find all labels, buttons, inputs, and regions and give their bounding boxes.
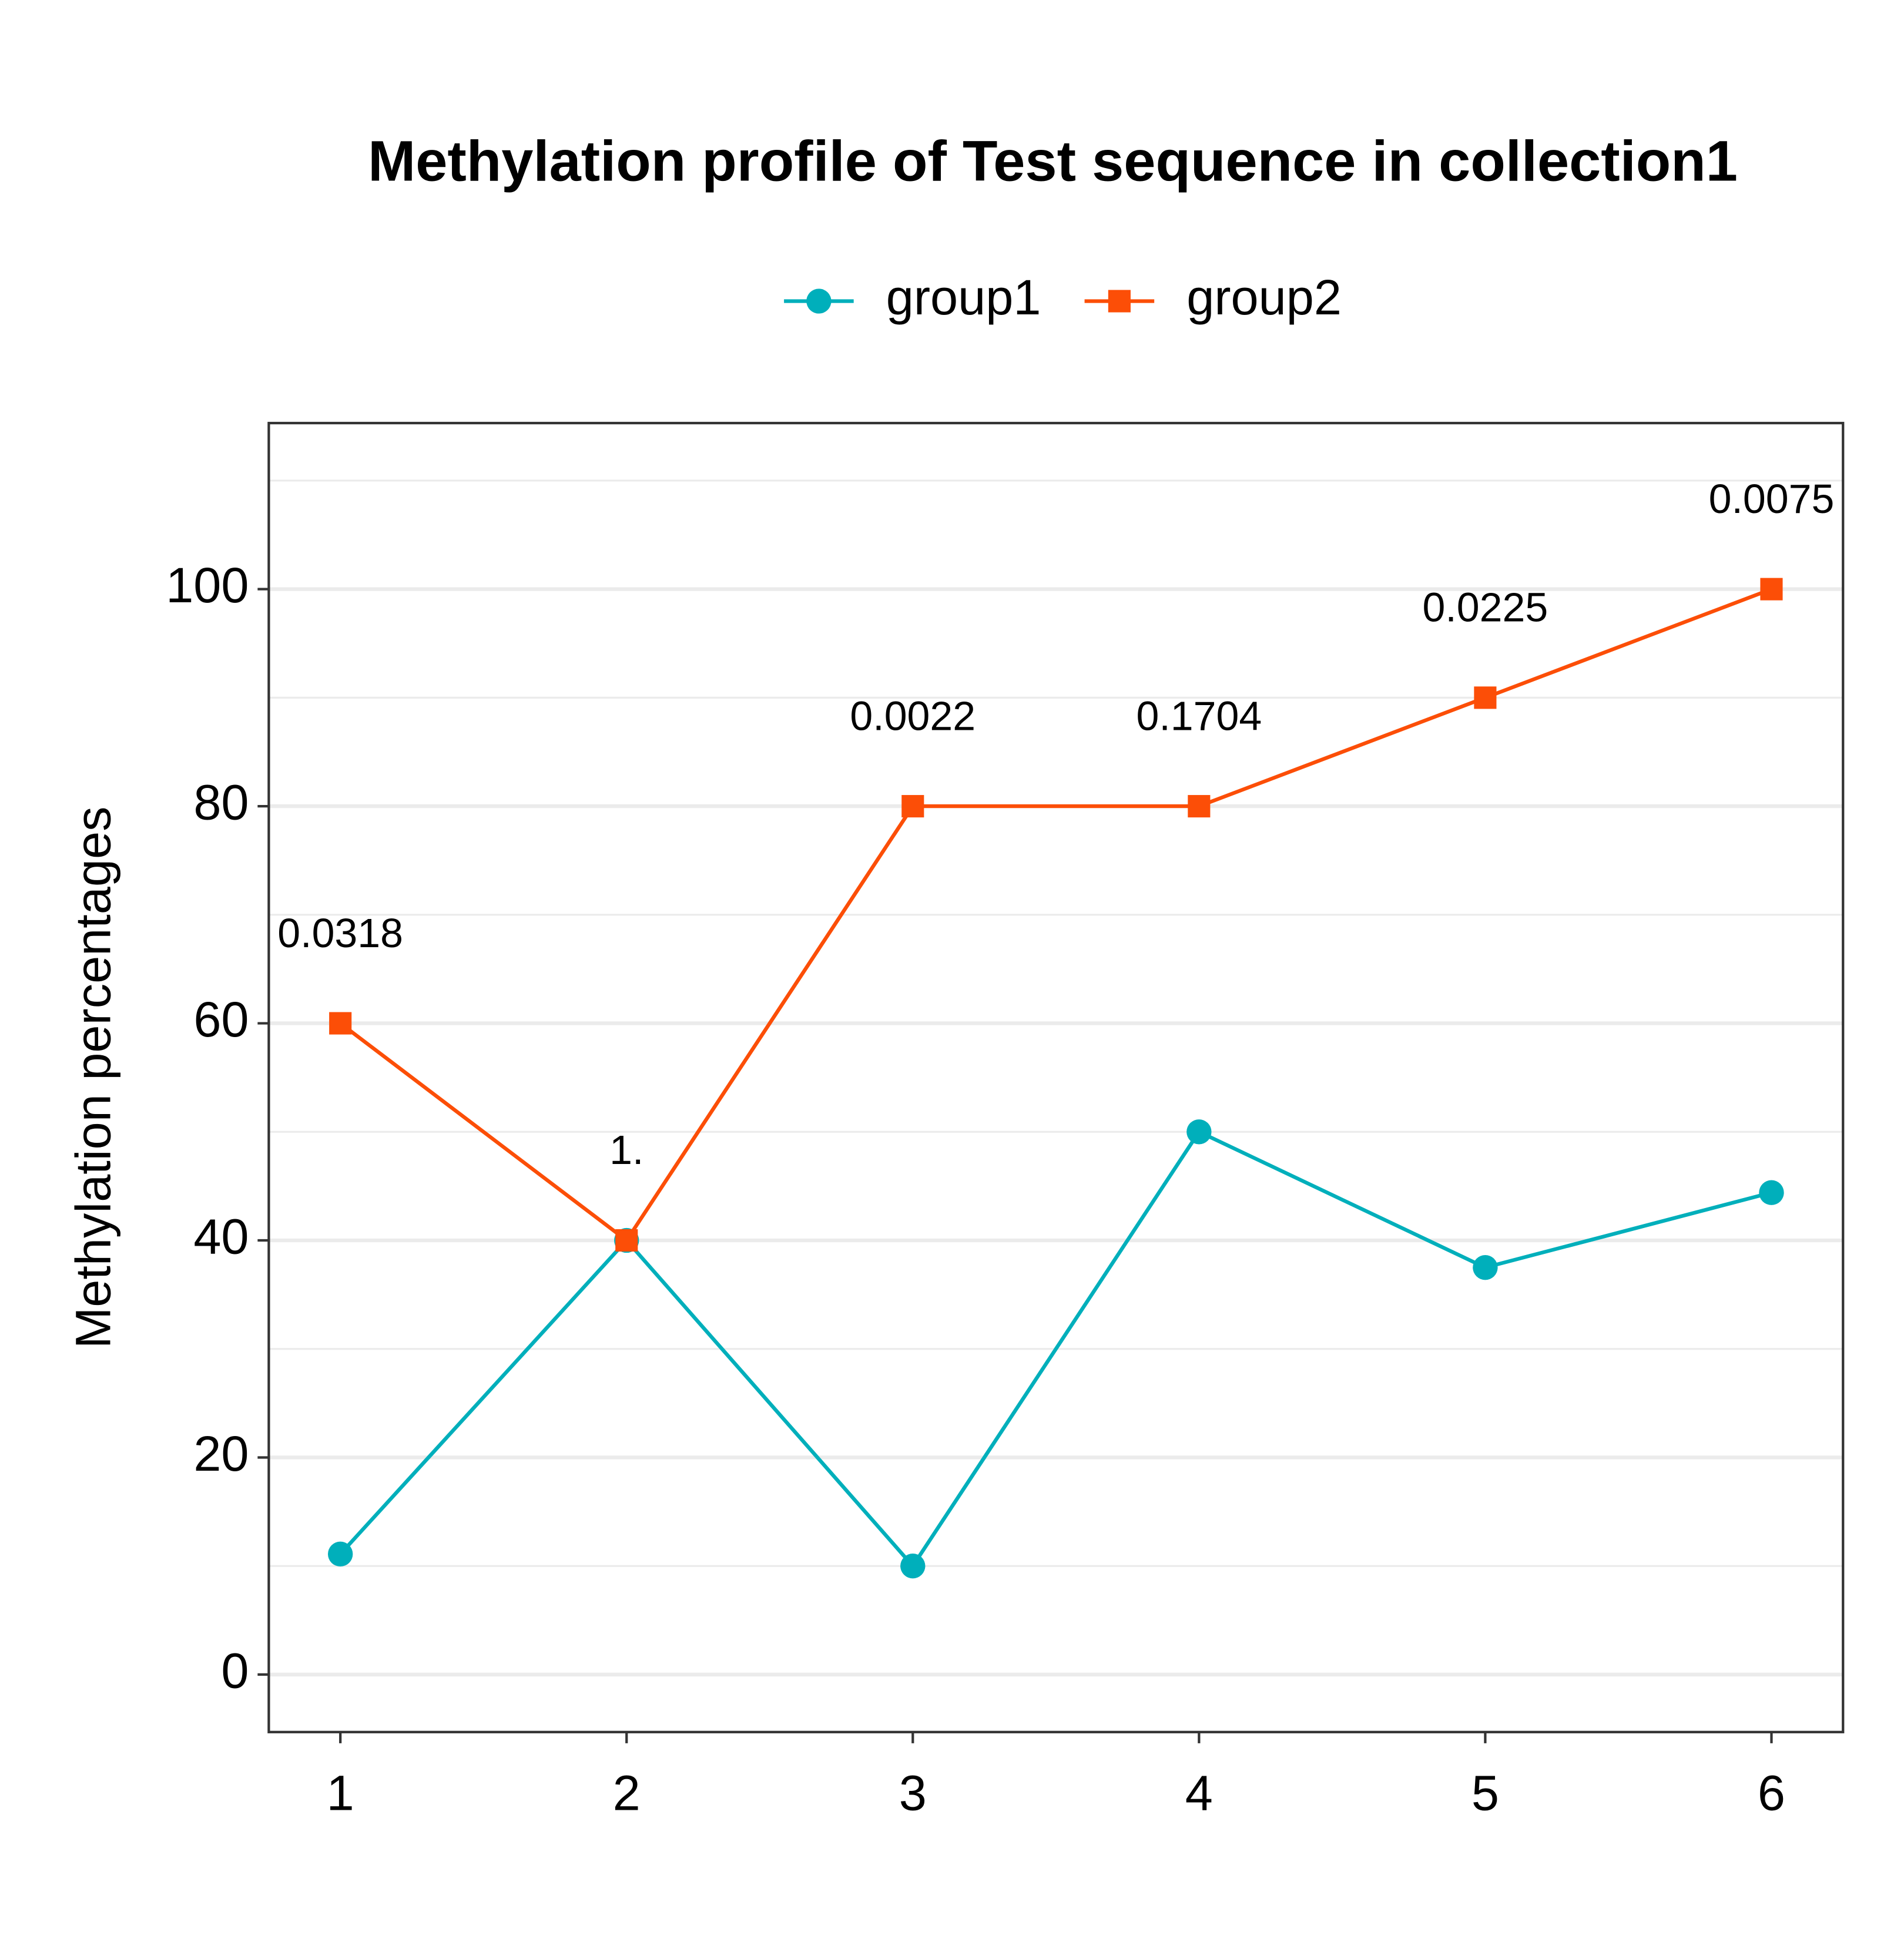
legend-marker xyxy=(1108,290,1131,313)
legend-label: group2 xyxy=(1186,269,1342,325)
x-tick-label: 5 xyxy=(1471,1764,1499,1820)
p-value-label: 1. xyxy=(609,1127,643,1173)
p-value-label: 0.0225 xyxy=(1423,585,1548,630)
p-value-label: 0.0022 xyxy=(850,693,976,739)
chart-title: Methylation profile of Test sequence in … xyxy=(368,129,1738,193)
y-axis-label: Methylation percentages xyxy=(65,807,121,1349)
data-point xyxy=(1473,1255,1498,1280)
x-tick-label: 4 xyxy=(1185,1764,1213,1820)
y-tick-label: 80 xyxy=(193,774,249,830)
data-point xyxy=(1760,578,1783,601)
data-point xyxy=(329,1012,352,1035)
data-point xyxy=(901,795,924,818)
y-tick-label: 100 xyxy=(166,557,249,613)
data-point xyxy=(615,1229,638,1252)
y-tick-label: 20 xyxy=(193,1425,249,1481)
y-tick-label: 40 xyxy=(193,1208,249,1264)
x-tick-label: 1 xyxy=(327,1764,354,1820)
series-line xyxy=(338,1129,1772,1569)
data-point xyxy=(900,1553,926,1579)
legend-label: group1 xyxy=(886,269,1041,325)
p-value-label: 0.1704 xyxy=(1136,693,1262,739)
series-line xyxy=(339,587,1772,1243)
x-tick-label: 2 xyxy=(613,1764,641,1820)
y-tick-label: 0 xyxy=(221,1642,249,1698)
y-tick-label: 60 xyxy=(193,991,249,1047)
data-point xyxy=(1474,686,1497,709)
p-value-label: 0.0318 xyxy=(277,910,403,956)
x-tick-label: 3 xyxy=(899,1764,927,1820)
legend-marker xyxy=(806,288,832,314)
data-point xyxy=(1186,1119,1212,1145)
data-point xyxy=(1759,1180,1784,1205)
data-point xyxy=(328,1541,353,1567)
plot-border xyxy=(267,421,1845,1733)
data-point xyxy=(1188,795,1211,818)
p-value-label: 0.0075 xyxy=(1709,476,1835,522)
x-tick-label: 6 xyxy=(1758,1764,1785,1820)
